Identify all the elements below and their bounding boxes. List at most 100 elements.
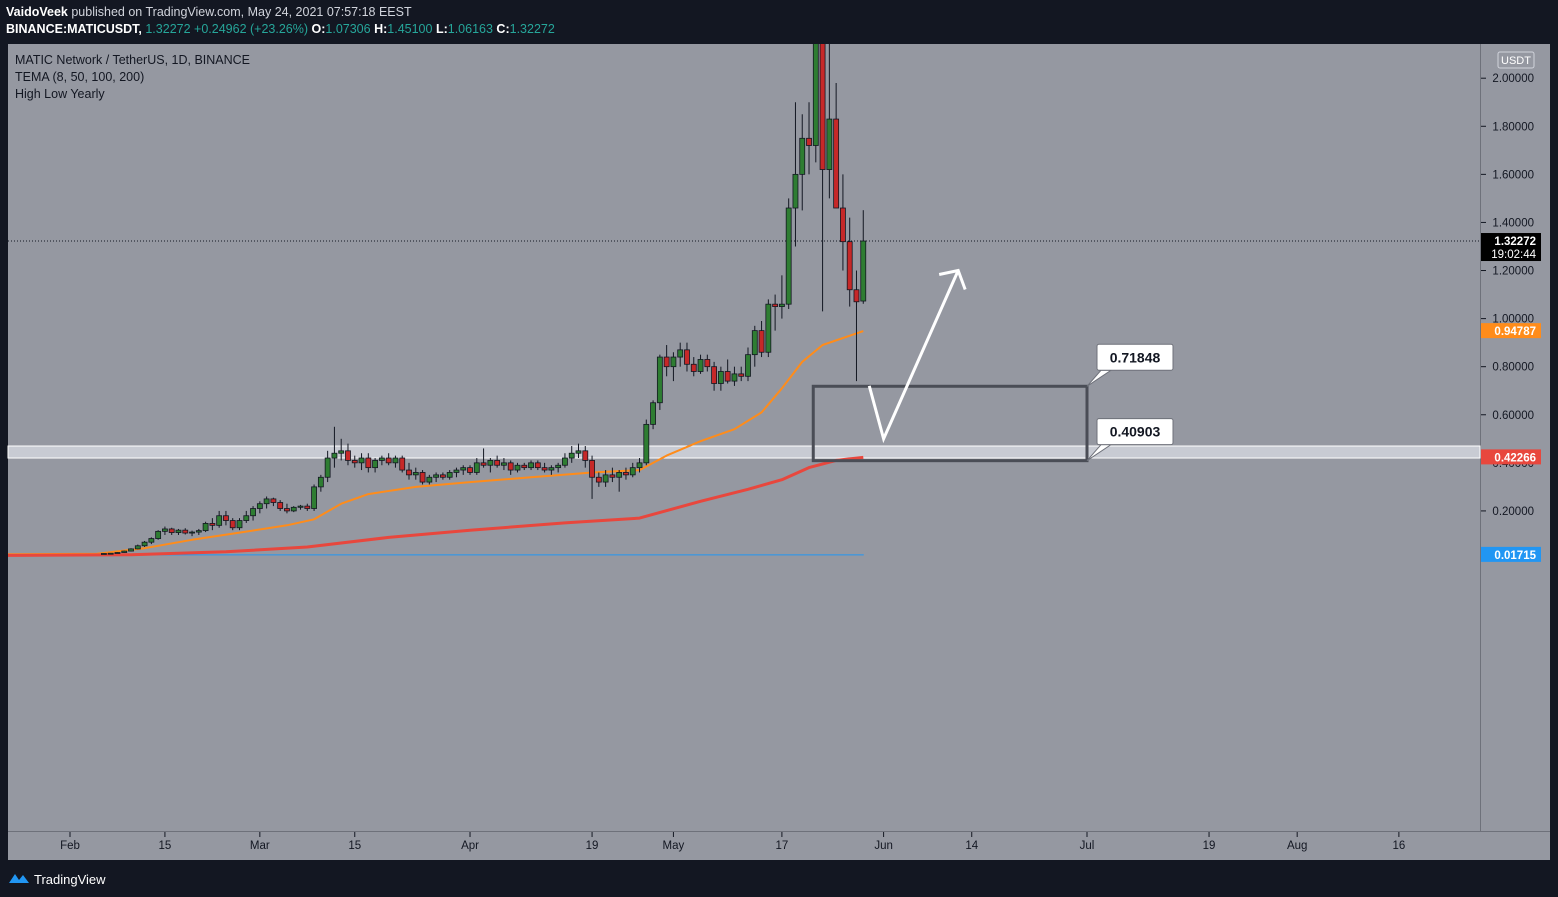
candle[interactable] xyxy=(663,345,670,377)
candle[interactable] xyxy=(385,453,392,466)
candle[interactable] xyxy=(514,462,521,473)
candle[interactable] xyxy=(738,366,745,382)
candle[interactable] xyxy=(480,448,487,468)
candle[interactable] xyxy=(704,354,711,372)
candle[interactable] xyxy=(677,342,684,367)
candle[interactable] xyxy=(765,299,772,358)
candle[interactable] xyxy=(392,455,399,468)
candle[interactable] xyxy=(243,510,250,523)
candle[interactable] xyxy=(202,521,209,533)
candle[interactable] xyxy=(717,366,724,391)
candle[interactable] xyxy=(101,553,107,555)
candle[interactable] xyxy=(690,357,697,377)
candle[interactable] xyxy=(826,44,833,199)
candle[interactable] xyxy=(616,470,623,492)
candle[interactable] xyxy=(833,83,840,209)
author-name[interactable]: VaidoVeek xyxy=(6,5,68,19)
candle[interactable] xyxy=(670,352,677,382)
candle[interactable] xyxy=(731,366,738,386)
candle[interactable] xyxy=(358,453,365,471)
candle[interactable] xyxy=(412,467,419,480)
candle[interactable] xyxy=(860,210,867,304)
candle[interactable] xyxy=(209,518,216,531)
candle[interactable] xyxy=(229,518,236,531)
candle[interactable] xyxy=(473,458,480,475)
candle[interactable] xyxy=(378,455,385,466)
candle[interactable] xyxy=(792,102,799,247)
candle[interactable] xyxy=(609,467,616,483)
candle[interactable] xyxy=(812,44,819,163)
tema-fast-line[interactable] xyxy=(8,330,864,556)
candle[interactable] xyxy=(819,44,826,312)
tema-slow-line[interactable] xyxy=(8,455,864,557)
candle[interactable] xyxy=(270,497,277,507)
candle[interactable] xyxy=(643,419,650,466)
plot-area[interactable] xyxy=(8,44,1480,831)
candle[interactable] xyxy=(236,518,243,531)
candle[interactable] xyxy=(168,527,175,535)
candle[interactable] xyxy=(745,347,751,382)
time-axis[interactable] xyxy=(8,832,1550,860)
candle[interactable] xyxy=(853,270,860,382)
candle[interactable] xyxy=(419,470,426,485)
brand-name[interactable]: TradingView xyxy=(34,872,106,887)
callout-bottom[interactable]: 0.40903 xyxy=(1086,418,1174,462)
candle[interactable] xyxy=(439,472,446,480)
candle[interactable] xyxy=(324,450,331,483)
candle[interactable] xyxy=(785,198,792,309)
candle[interactable] xyxy=(636,458,643,473)
candle[interactable] xyxy=(467,465,473,475)
price-tag-tema-slow[interactable]: 0.42266 xyxy=(1481,449,1541,465)
candle[interactable] xyxy=(521,462,528,471)
candle[interactable] xyxy=(284,503,290,514)
candle[interactable] xyxy=(629,462,636,478)
candle[interactable] xyxy=(806,102,812,175)
candle[interactable] xyxy=(317,474,324,492)
candle[interactable] xyxy=(351,455,358,468)
candle[interactable] xyxy=(433,472,440,483)
candle[interactable] xyxy=(453,467,460,478)
legend-title[interactable]: MATIC Network / TetherUS, 1D, BINANCE xyxy=(15,53,250,67)
candle[interactable] xyxy=(121,550,128,553)
candle[interactable] xyxy=(338,438,345,461)
candle[interactable] xyxy=(406,462,412,480)
candle[interactable] xyxy=(568,446,575,463)
candle[interactable] xyxy=(840,174,846,271)
support-zone[interactable] xyxy=(7,445,1481,459)
candle[interactable] xyxy=(250,506,256,521)
candle[interactable] xyxy=(195,528,202,535)
candle[interactable] xyxy=(534,460,541,471)
candle[interactable] xyxy=(141,540,148,547)
candle[interactable] xyxy=(548,465,555,475)
candle[interactable] xyxy=(507,460,514,475)
candle[interactable] xyxy=(128,548,134,552)
candle[interactable] xyxy=(155,530,162,540)
candle[interactable] xyxy=(365,453,372,473)
candle[interactable] xyxy=(162,526,168,535)
callout-top[interactable]: 0.71848 xyxy=(1086,343,1174,387)
candle[interactable] xyxy=(684,342,690,372)
candle[interactable] xyxy=(758,321,765,358)
candle[interactable] xyxy=(460,465,467,475)
candle[interactable] xyxy=(189,530,195,537)
candle[interactable] xyxy=(216,510,223,528)
candle[interactable] xyxy=(589,455,595,499)
candle[interactable] xyxy=(487,458,494,473)
candle[interactable] xyxy=(263,496,270,509)
candle[interactable] xyxy=(494,455,501,468)
candle[interactable] xyxy=(650,400,656,430)
candle[interactable] xyxy=(345,443,351,466)
candle[interactable] xyxy=(541,462,548,473)
candle[interactable] xyxy=(107,552,114,555)
candle[interactable] xyxy=(711,361,717,391)
legend-indicator-highlow[interactable]: High Low Yearly xyxy=(15,87,105,101)
legend-indicator-tema[interactable]: TEMA (8, 50, 100, 200) xyxy=(15,70,144,84)
price-tag-yearly-low[interactable]: 0.01715 xyxy=(1481,546,1541,562)
candle[interactable] xyxy=(277,500,284,511)
candle[interactable] xyxy=(623,467,629,480)
price-chart[interactable]: 0.71848 0.40903 3.000002.800002.600002.40… xyxy=(0,44,1558,860)
candle[interactable] xyxy=(779,275,785,319)
candle[interactable] xyxy=(223,510,229,526)
range-rectangle[interactable] xyxy=(811,384,1089,463)
